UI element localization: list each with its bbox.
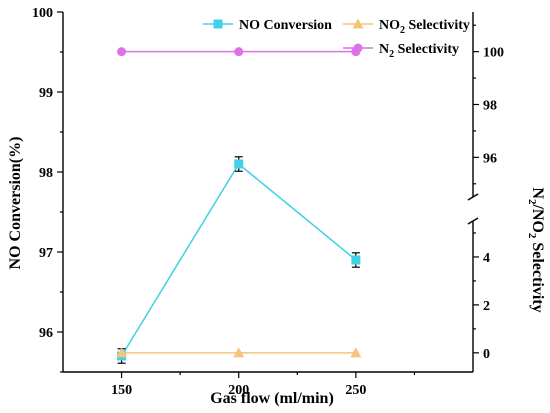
ticks-group: 150 200 250 96 97 98 99 100 96 98 100 0 2 4 — [32, 6, 504, 398]
axis-break-mark — [467, 193, 479, 201]
data-point — [233, 347, 245, 358]
series-line — [120, 162, 357, 357]
y-tick-label: 98 — [39, 166, 53, 181]
y-tick-label: 99 — [39, 86, 53, 101]
data-point — [350, 347, 362, 358]
legend-label: NO2 Selectivity — [379, 18, 470, 36]
x-tick-label: 200 — [228, 383, 249, 398]
y2-axis-title: N2/NO2 Selectivity — [526, 187, 546, 312]
series-group — [116, 47, 362, 364]
x-tick-label: 150 — [111, 383, 132, 398]
data-point — [234, 159, 244, 169]
y-tick-label: 100 — [32, 6, 53, 21]
x-axis-title: Gas flow (ml/min) — [210, 390, 334, 407]
y-tick-label: 96 — [39, 326, 53, 341]
x-tick-label: 250 — [345, 383, 366, 398]
data-point — [351, 255, 361, 265]
legend-label: NO Conversion — [239, 18, 332, 33]
legend-marker — [213, 19, 223, 29]
y-tick-label: 97 — [39, 246, 53, 261]
legend-label: N2 Selectivity — [379, 42, 459, 60]
data-point — [234, 47, 244, 57]
data-point — [116, 347, 128, 358]
legend-marker — [352, 18, 364, 29]
data-point — [117, 47, 127, 57]
axes-group — [62, 12, 479, 373]
legend-marker — [353, 43, 363, 53]
y2-tick-label: 98 — [483, 99, 497, 114]
y2-tick-label: 0 — [483, 347, 490, 362]
y2-tick-label: 100 — [483, 46, 504, 61]
y2-tick-label: 2 — [483, 299, 490, 314]
legend: NO Conversion NO2 Selectivity N2 Selectivi… — [203, 18, 470, 60]
axis-break-mark — [467, 217, 479, 225]
y2-tick-label: 4 — [483, 251, 490, 266]
y2-tick-label: 96 — [483, 151, 497, 166]
y-axis-title: NO Conversion(%) — [7, 137, 24, 270]
